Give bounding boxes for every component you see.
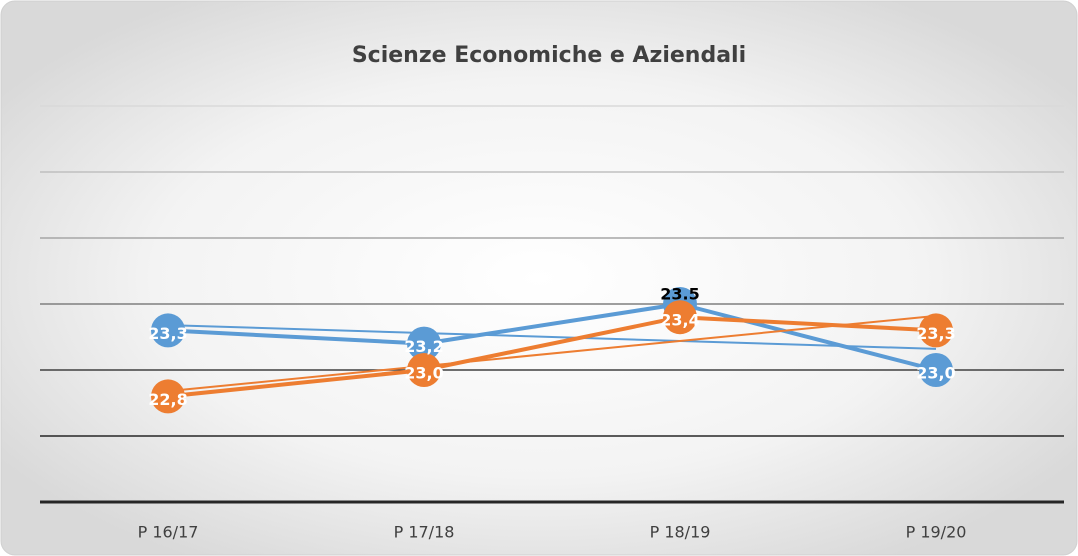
data-label: 23,3 [148,324,187,343]
data-label: 23.5 [660,285,699,304]
data-label: 23,3 [916,324,955,343]
trendline [167,314,937,393]
marker [663,300,697,335]
marker [919,313,953,348]
data-label: 22,8 [148,390,187,409]
chart-title: Scienze Economiche e Aziendali [352,43,746,68]
series-line [167,315,937,399]
data-label: 23,0 [404,364,443,383]
trendline [167,324,937,350]
x-tick-label: P 17/18 [394,523,455,542]
marker [151,379,185,414]
marker [407,326,441,361]
marker [151,313,185,348]
data-label: 23,2 [404,337,443,356]
x-tick-label: P 16/17 [138,523,199,542]
series-line [167,302,937,372]
x-tick-label: P 19/20 [906,523,967,542]
marker [919,353,953,387]
x-tick-label: P 18/19 [650,523,711,542]
marker [407,353,441,387]
data-label: 23,0 [916,364,955,383]
data-label: 23,4 [660,311,699,330]
